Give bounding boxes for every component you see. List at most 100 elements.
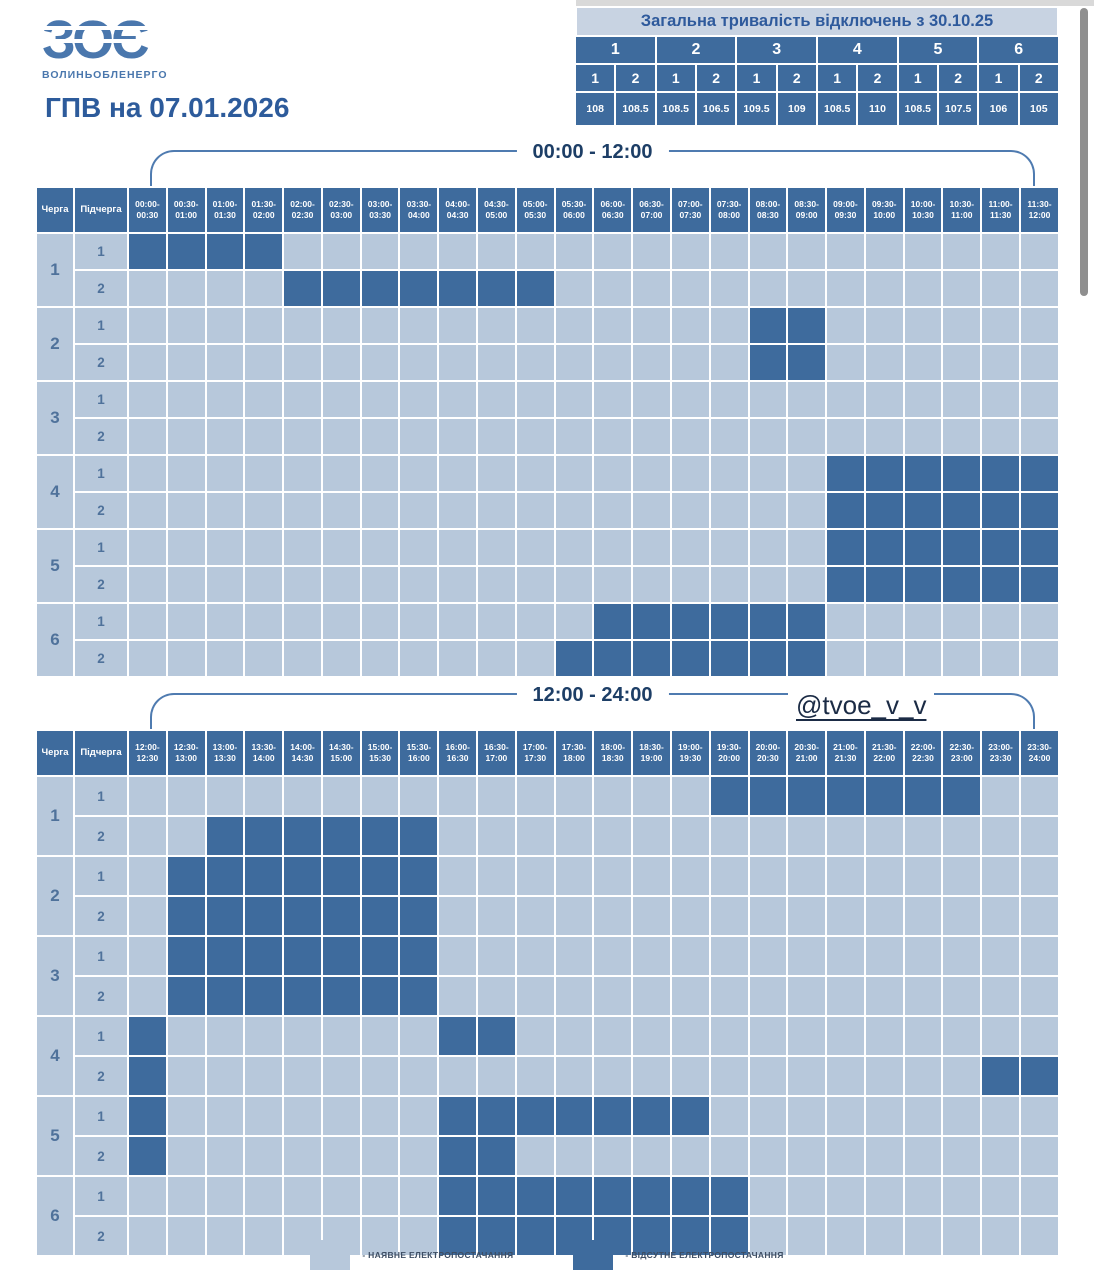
time-slot-header: 02:30- 03:00 <box>322 188 360 232</box>
schedule-table-evening: 12:00 - 24:00 Черга Підчерга 12:00- 12:30 1… <box>35 684 1060 1257</box>
power-on-cell <box>167 1017 205 1055</box>
power-on-cell <box>206 308 244 343</box>
power-on-cell <box>245 271 283 306</box>
outage-cell <box>478 1217 515 1255</box>
power-on-cell <box>788 493 826 528</box>
power-on-cell <box>594 382 632 417</box>
power-on-cell <box>167 345 205 380</box>
power-on-cell <box>516 530 554 565</box>
outage-cell <box>943 777 981 815</box>
outage-cell <box>129 1017 166 1055</box>
power-on-cell <box>516 234 554 269</box>
power-on-cell <box>749 419 787 454</box>
power-on-cell <box>710 271 748 306</box>
power-on-cell <box>1020 897 1058 935</box>
outage-cell <box>400 897 438 935</box>
time-slot-header: 20:00- 20:30 <box>749 731 787 775</box>
time-slot-header: 13:30- 14:00 <box>245 731 283 775</box>
power-on-cell <box>943 977 981 1015</box>
time-slot-header: 19:30- 20:00 <box>710 731 748 775</box>
power-on-cell <box>671 897 709 935</box>
power-on-cell <box>284 1177 321 1215</box>
time-slot-header: 08:00- 08:30 <box>749 188 787 232</box>
time-slot-header: 03:00- 03:30 <box>361 188 399 232</box>
power-on-cell <box>710 308 748 343</box>
power-on-cell <box>943 937 981 975</box>
power-on-cell <box>982 271 1019 306</box>
subqueue-column-header: Підчерга <box>75 188 127 232</box>
power-on-cell <box>788 567 826 602</box>
legend-swatch-power-on <box>310 1240 351 1270</box>
power-on-cell <box>167 641 205 676</box>
power-on-cell <box>206 777 244 815</box>
power-on-cell <box>439 857 477 895</box>
power-on-cell <box>904 271 942 306</box>
power-on-cell <box>943 1017 981 1055</box>
power-on-cell <box>361 641 399 676</box>
power-on-cell <box>865 419 903 454</box>
power-on-cell <box>400 345 438 380</box>
subqueue-cell: 1 <box>75 308 127 343</box>
power-on-cell <box>400 641 438 676</box>
summary-duration-value: 107.5 <box>938 93 978 125</box>
power-on-cell <box>206 1177 244 1215</box>
outage-cell <box>206 937 244 975</box>
outage-cell <box>361 817 399 855</box>
schedule-row: 2 <box>37 1137 1058 1175</box>
power-on-cell <box>749 977 787 1015</box>
power-on-cell <box>555 1057 593 1095</box>
power-on-cell <box>982 641 1019 676</box>
power-on-cell <box>982 977 1019 1015</box>
power-on-cell <box>788 271 826 306</box>
power-on-cell <box>284 308 321 343</box>
summary-subqueue-cell: 1 <box>898 65 937 91</box>
legend-swatch-power-off <box>573 1240 614 1270</box>
power-on-cell <box>555 382 593 417</box>
power-on-cell <box>516 308 554 343</box>
outage-cell <box>245 897 283 935</box>
power-on-cell <box>322 234 360 269</box>
schedule-row: 2 <box>37 817 1058 855</box>
power-on-cell <box>982 345 1019 380</box>
outage-cell <box>710 604 748 639</box>
outage-cell <box>555 641 593 676</box>
power-on-cell <box>284 641 321 676</box>
summary-subqueue-cell: 2 <box>858 65 897 91</box>
power-on-cell <box>904 1057 942 1095</box>
outage-cell <box>865 777 903 815</box>
time-slot-header: 10:00- 10:30 <box>904 188 942 232</box>
power-on-cell <box>827 857 864 895</box>
subqueue-cell: 2 <box>75 977 127 1015</box>
power-on-cell <box>555 977 593 1015</box>
power-on-cell <box>671 1137 709 1175</box>
schedule-row: 2 <box>37 419 1058 454</box>
power-on-cell <box>827 1177 864 1215</box>
power-on-cell <box>284 493 321 528</box>
summary-subqueue-cell: 1 <box>737 65 776 91</box>
power-on-cell <box>943 817 981 855</box>
power-on-cell <box>633 777 670 815</box>
power-on-cell <box>400 382 438 417</box>
power-on-cell <box>904 937 942 975</box>
outage-cell <box>361 897 399 935</box>
outage-cell <box>167 977 205 1015</box>
power-on-cell <box>206 604 244 639</box>
power-on-cell <box>206 493 244 528</box>
power-on-cell <box>322 456 360 491</box>
outage-cell <box>827 493 864 528</box>
power-on-cell <box>943 419 981 454</box>
time-slot-header: 15:30- 16:00 <box>400 731 438 775</box>
power-on-cell <box>788 456 826 491</box>
power-on-cell <box>129 937 166 975</box>
power-on-cell <box>710 1097 748 1135</box>
power-on-cell <box>710 977 748 1015</box>
scrollbar-thumb[interactable] <box>1080 8 1088 296</box>
outage-cell <box>284 977 321 1015</box>
power-on-cell <box>167 777 205 815</box>
power-on-cell <box>516 382 554 417</box>
subqueue-cell: 2 <box>75 1057 127 1095</box>
power-on-cell <box>1020 857 1058 895</box>
outage-cell <box>284 817 321 855</box>
